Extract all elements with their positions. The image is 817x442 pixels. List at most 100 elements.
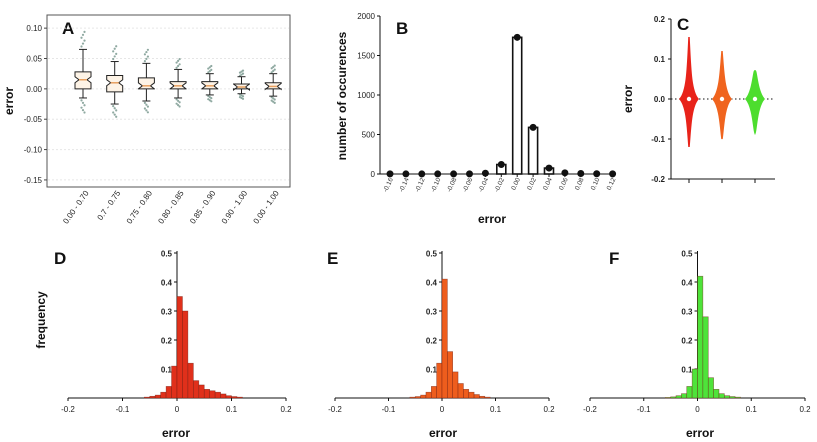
panel-b-point — [609, 170, 617, 178]
panel-b-x-tick-label: -0.06 — [462, 177, 475, 194]
panel-b-x-tick-label: -0.16 — [382, 177, 395, 194]
panel-f-x-label: error — [686, 426, 714, 440]
panel-a-outlier — [178, 58, 181, 61]
panel-d-bar — [231, 396, 238, 399]
panel-d-bar — [198, 384, 205, 399]
panel-d-x-tick-label: 0.1 — [226, 405, 238, 414]
panel-b-x-tick-label: -0.14 — [398, 177, 411, 194]
panel-d-x-tick-label: -0.1 — [116, 405, 130, 414]
panel-e-y-tick-label: 0.1 — [426, 366, 438, 375]
panel-a-outlier — [175, 61, 178, 64]
panel-f-bar — [718, 393, 725, 399]
panel-a: A 0.100.050.00-0.05-0.10-0.15 0.00 - 0.7… — [2, 14, 291, 226]
panel-d-bar — [220, 393, 227, 399]
panel-b-x-tick-label: 0.10 — [590, 177, 602, 192]
panel-a-box-3 — [137, 48, 155, 114]
panel-d-bar — [187, 362, 194, 399]
panel-e-bar — [484, 396, 491, 399]
panel-a-notched-box — [137, 77, 155, 90]
panel-a-outlier — [178, 63, 181, 66]
panel-a-outlier — [177, 59, 180, 62]
panel-f-x-tick-label: 0 — [695, 405, 700, 414]
panel-d-bar — [214, 391, 221, 399]
panel-f-bar — [686, 386, 693, 399]
panel-a-outlier — [175, 102, 178, 105]
panel-b-point — [529, 123, 537, 131]
panel-b-point — [481, 169, 489, 177]
panel-a-outlier — [80, 106, 83, 109]
panel-b-point — [386, 170, 394, 178]
panel-b-point — [418, 170, 426, 178]
panel-f-x-tick-label: -0.2 — [583, 405, 597, 414]
panel-a-y-tick-label: -0.10 — [24, 146, 43, 155]
panel-a-outlier — [241, 69, 245, 72]
panel-b-x-tick-label: -0.10 — [430, 177, 443, 194]
panel-d-x-tick-label: 0.2 — [280, 405, 292, 414]
panel-a-outlier — [177, 99, 180, 102]
panel-a-outlier — [210, 97, 213, 100]
panel-e-x-tick-label: -0.1 — [382, 405, 396, 414]
panel-a-outlier — [272, 100, 275, 103]
panel-f-bar — [697, 275, 704, 399]
panel-b-x-tick-label: -0.02 — [494, 177, 507, 194]
panel-a-outlier — [178, 105, 181, 108]
panel-a-outlier — [207, 71, 210, 74]
panel-a-outlier — [270, 71, 273, 74]
panel-a-outlier — [241, 72, 245, 75]
panel-a-x-tick-label: 0.80 - 0.85 — [156, 189, 186, 226]
panel-b-y-tick-label: 0 — [371, 170, 376, 179]
panel-f-x-tick-label: 0.1 — [746, 405, 758, 414]
panel-a-outlier — [143, 59, 146, 63]
panel-a-x-tick-label: 0.7 - 0.75 — [96, 189, 123, 222]
panel-d-bar — [176, 296, 183, 399]
panel-b-label: B — [396, 19, 408, 38]
panel-a-outlier — [143, 107, 146, 110]
panel-a-outlier — [270, 99, 273, 102]
panel-c-label: C — [677, 15, 689, 34]
panel-a-outlier — [112, 57, 115, 61]
panel-a-outlier — [146, 55, 149, 58]
panel-a-box-6 — [233, 69, 250, 100]
panel-d-y-tick-label: 0.4 — [161, 279, 173, 288]
panel-b-bar — [527, 126, 539, 175]
panel-a-outlier — [175, 66, 178, 69]
panel-a-outlier — [207, 67, 210, 70]
panel-a-outlier — [210, 68, 213, 71]
panel-d-bar — [209, 390, 216, 399]
panel-a-outlier — [241, 97, 245, 100]
panel-f-bar — [724, 395, 731, 399]
panel-a-outlier — [178, 101, 181, 104]
panel-a-y-tick-label: 0.05 — [26, 55, 42, 64]
panel-a-outlier — [83, 30, 86, 34]
panel-c-y-tick-label: -0.2 — [651, 175, 665, 184]
panel-a-outlier — [81, 33, 85, 36]
panel-d-bar — [203, 388, 210, 399]
panel-f-bar — [691, 368, 698, 399]
panel-a-box-2 — [106, 45, 124, 118]
panel-c-y-tick-label: 0.0 — [654, 95, 666, 104]
panel-f-y-tick-label: 0.4 — [681, 279, 693, 288]
panel-c-violin-orange — [712, 50, 732, 140]
panel-a-outlier — [272, 97, 275, 100]
panel-e-bar — [409, 396, 416, 399]
panel-b-y-tick-label: 500 — [362, 131, 376, 140]
panel-c-y-tick-label: -0.1 — [651, 135, 665, 144]
panel-f-y-tick-label: 0.2 — [681, 337, 693, 346]
panel-a-outlier — [143, 101, 146, 104]
panel-f-bar — [707, 377, 714, 399]
panel-a-outlier — [175, 98, 178, 101]
panel-a-outlier — [143, 53, 146, 56]
panel-b-x-tick-label: 0.04 — [542, 177, 554, 192]
panel-a-outlier — [145, 103, 148, 106]
panel-a-y-tick-label: 0.10 — [26, 24, 42, 33]
panel-a-outlier — [146, 111, 149, 114]
panel-e-bar — [430, 386, 437, 399]
panel-a-outlier — [113, 113, 116, 116]
panel-e-bar — [452, 371, 459, 399]
panel-d-y-label: frequency — [34, 291, 48, 349]
panel-a-outlier — [273, 68, 276, 71]
panel-b-point — [545, 164, 553, 172]
panel-a-outlier — [112, 111, 115, 114]
panel-a-outlier — [115, 109, 118, 112]
